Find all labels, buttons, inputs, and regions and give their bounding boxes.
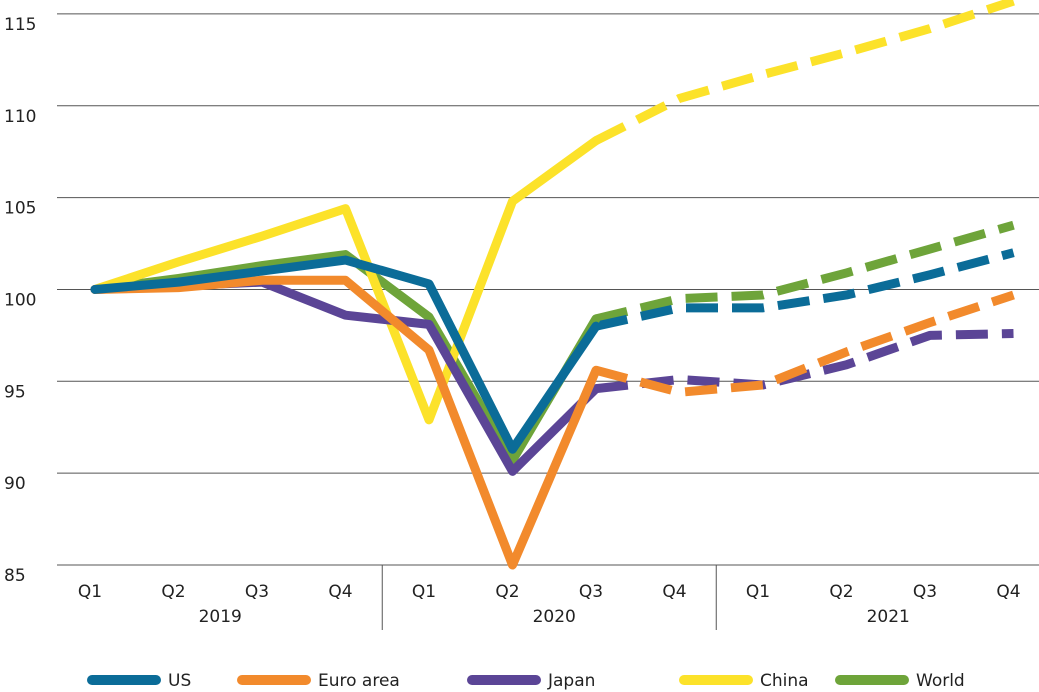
x-tick-label: Q4 — [996, 582, 1020, 602]
series-line — [90, 136, 601, 425]
x-tick-label: Q2 — [161, 582, 185, 602]
x-tick-label: Q1 — [746, 582, 770, 602]
y-tick-label: 115 — [4, 15, 36, 35]
x-tick-label: Q3 — [579, 582, 603, 602]
year-label: 2021 — [867, 607, 910, 627]
series-line — [90, 255, 601, 454]
series-line — [90, 275, 601, 570]
legend-label: US — [168, 671, 191, 691]
year-label: 2020 — [533, 607, 576, 627]
legend-label: Euro area — [318, 671, 400, 691]
x-tick-label: Q3 — [245, 582, 269, 602]
x-tick-label: Q4 — [328, 582, 352, 602]
y-tick-label: 95 — [4, 382, 26, 402]
y-tick-label: 100 — [4, 290, 36, 310]
year-label: 2019 — [199, 607, 242, 627]
y-tick-label: 85 — [4, 566, 26, 586]
x-tick-label: Q1 — [78, 582, 102, 602]
forecast-line — [595, 329, 1014, 394]
y-tick-label: 90 — [4, 474, 26, 494]
x-tick-label: Q1 — [412, 582, 436, 602]
x-tick-label: Q2 — [829, 582, 853, 602]
y-tick-label: 105 — [4, 199, 36, 219]
forecast-line — [594, 290, 1015, 397]
forecast-line — [593, 0, 1015, 145]
legend-label: Japan — [547, 671, 595, 691]
legend-label: China — [760, 671, 809, 691]
legend-label: World — [916, 671, 965, 691]
x-tick-label: Q3 — [913, 582, 937, 602]
y-tick-label: 110 — [4, 107, 36, 127]
forecast-line — [595, 248, 1015, 331]
forecast-line — [594, 220, 1015, 324]
x-tick-label: Q4 — [662, 582, 686, 602]
x-tick-label: Q2 — [495, 582, 519, 602]
